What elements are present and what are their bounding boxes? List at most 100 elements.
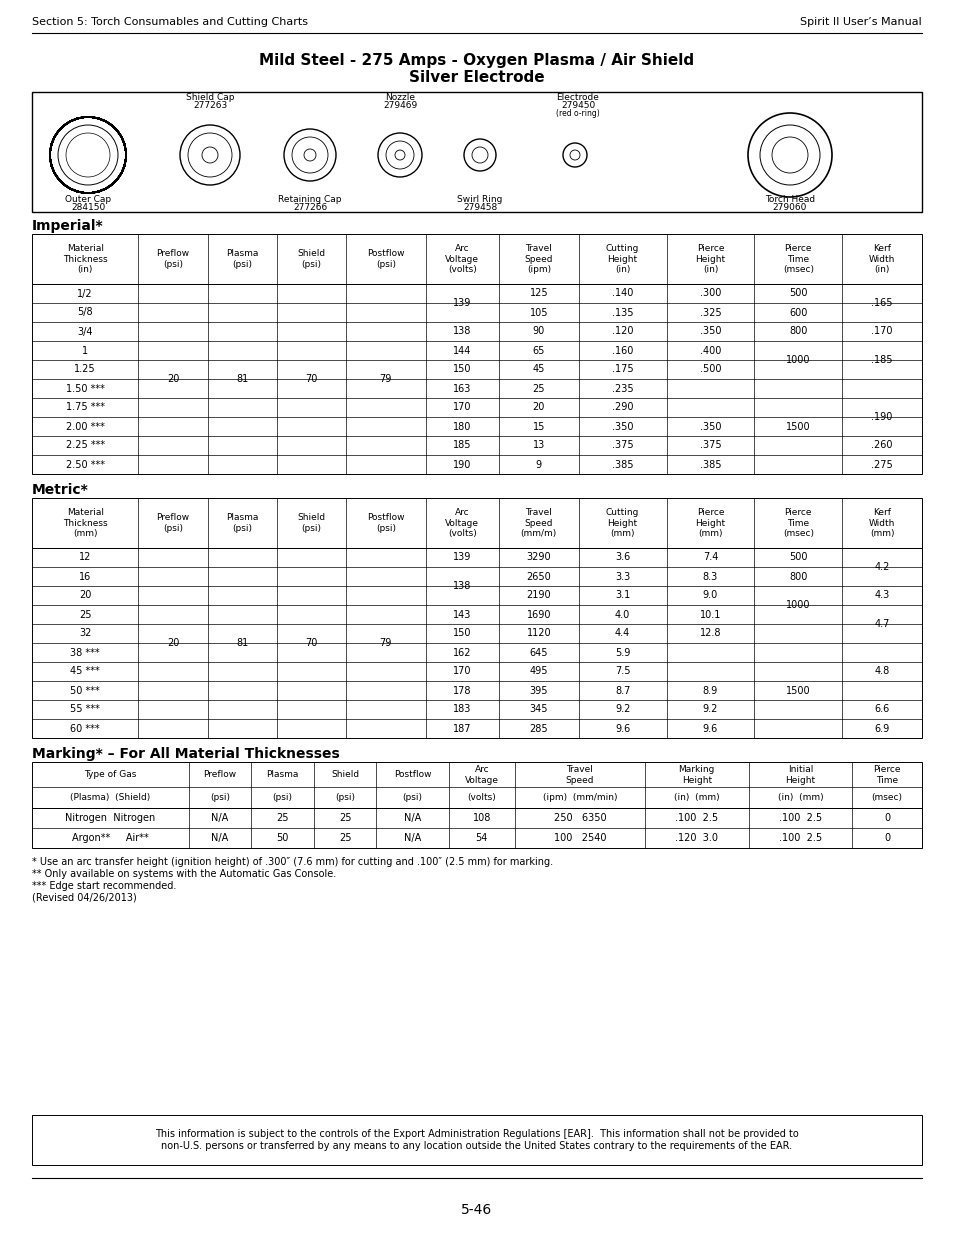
Text: (msec): (msec) bbox=[871, 793, 902, 803]
Text: Initial
Height: Initial Height bbox=[784, 766, 815, 784]
Text: 5.9: 5.9 bbox=[615, 647, 630, 657]
Text: Cutting
Height
(in): Cutting Height (in) bbox=[605, 245, 639, 274]
Text: .325: .325 bbox=[699, 308, 720, 317]
Text: 163: 163 bbox=[453, 384, 471, 394]
Text: 1.25: 1.25 bbox=[74, 364, 96, 374]
Text: 4.0: 4.0 bbox=[615, 610, 630, 620]
Text: 185: 185 bbox=[453, 441, 471, 451]
Text: 9.6: 9.6 bbox=[615, 724, 630, 734]
Text: 8.3: 8.3 bbox=[702, 572, 718, 582]
Text: 277266: 277266 bbox=[293, 204, 327, 212]
Text: 279458: 279458 bbox=[462, 204, 497, 212]
Text: 495: 495 bbox=[529, 667, 548, 677]
Text: Shield
(psi): Shield (psi) bbox=[297, 514, 325, 532]
Text: 1500: 1500 bbox=[785, 421, 810, 431]
Text: 4.2: 4.2 bbox=[874, 562, 889, 572]
Text: (volts): (volts) bbox=[467, 793, 496, 803]
Text: 13: 13 bbox=[532, 441, 544, 451]
Text: 25: 25 bbox=[276, 813, 289, 823]
Text: 4.3: 4.3 bbox=[874, 590, 889, 600]
Text: 138: 138 bbox=[453, 580, 471, 592]
Text: 4.8: 4.8 bbox=[874, 667, 889, 677]
Bar bbox=[32, 498, 921, 548]
Text: 5-46: 5-46 bbox=[461, 1203, 492, 1216]
Text: 100   2540: 100 2540 bbox=[553, 832, 605, 844]
Text: 3.1: 3.1 bbox=[615, 590, 630, 600]
Text: Pierce
Time
(msec): Pierce Time (msec) bbox=[782, 245, 813, 274]
Text: 162: 162 bbox=[453, 647, 471, 657]
Text: Arc
Voltage
(volts): Arc Voltage (volts) bbox=[445, 508, 478, 538]
Text: .160: .160 bbox=[611, 346, 633, 356]
Text: 81: 81 bbox=[235, 638, 248, 648]
Text: 645: 645 bbox=[529, 647, 548, 657]
Bar bbox=[32, 762, 921, 808]
Text: .375: .375 bbox=[699, 441, 720, 451]
Text: 15: 15 bbox=[532, 421, 544, 431]
Text: .185: .185 bbox=[870, 354, 892, 366]
Text: (in)  (mm): (in) (mm) bbox=[673, 793, 719, 803]
Text: Electrode: Electrode bbox=[556, 93, 598, 101]
Text: 12: 12 bbox=[79, 552, 91, 562]
Text: 600: 600 bbox=[788, 308, 806, 317]
Text: 2190: 2190 bbox=[526, 590, 551, 600]
Text: .400: .400 bbox=[700, 346, 720, 356]
Text: Shield: Shield bbox=[331, 771, 359, 779]
Text: 500: 500 bbox=[788, 552, 806, 562]
Text: Plasma: Plasma bbox=[266, 771, 298, 779]
Text: 45 ***: 45 *** bbox=[71, 667, 100, 677]
Text: .100  2.5: .100 2.5 bbox=[778, 832, 821, 844]
Text: .135: .135 bbox=[611, 308, 633, 317]
Text: Preflow
(psi): Preflow (psi) bbox=[156, 514, 190, 532]
Text: 2.50 ***: 2.50 *** bbox=[66, 459, 105, 469]
Text: 284150: 284150 bbox=[71, 204, 105, 212]
Text: Shield Cap: Shield Cap bbox=[186, 93, 234, 101]
Text: .385: .385 bbox=[699, 459, 720, 469]
Bar bbox=[32, 91, 921, 212]
Text: 4.7: 4.7 bbox=[874, 619, 889, 629]
Text: .190: .190 bbox=[870, 412, 892, 422]
Text: 9.2: 9.2 bbox=[702, 704, 718, 715]
Text: Arc
Voltage: Arc Voltage bbox=[464, 766, 498, 784]
Text: (ipm)  (mm/min): (ipm) (mm/min) bbox=[542, 793, 617, 803]
Text: 800: 800 bbox=[788, 572, 806, 582]
Text: .350: .350 bbox=[611, 421, 633, 431]
Text: 54: 54 bbox=[476, 832, 488, 844]
Text: N/A: N/A bbox=[211, 813, 229, 823]
Text: Type of Gas: Type of Gas bbox=[84, 771, 136, 779]
Text: 1/2: 1/2 bbox=[77, 289, 93, 299]
Text: N/A: N/A bbox=[211, 832, 229, 844]
Text: .385: .385 bbox=[611, 459, 633, 469]
Text: 20: 20 bbox=[79, 590, 91, 600]
Text: .300: .300 bbox=[700, 289, 720, 299]
Text: 2.00 ***: 2.00 *** bbox=[66, 421, 105, 431]
Text: .120: .120 bbox=[611, 326, 633, 336]
Text: 180: 180 bbox=[453, 421, 471, 431]
Text: Pierce
Time: Pierce Time bbox=[872, 766, 900, 784]
Text: 4.4: 4.4 bbox=[615, 629, 630, 638]
Text: 10.1: 10.1 bbox=[700, 610, 720, 620]
Text: 139: 139 bbox=[453, 298, 471, 308]
Text: 279060: 279060 bbox=[772, 204, 806, 212]
Text: Pierce
Time
(msec): Pierce Time (msec) bbox=[782, 508, 813, 538]
Text: 279450: 279450 bbox=[560, 101, 595, 110]
Text: .275: .275 bbox=[870, 459, 892, 469]
Text: Outer Cap: Outer Cap bbox=[65, 195, 111, 205]
Text: Retaining Cap: Retaining Cap bbox=[278, 195, 341, 205]
Text: 3/4: 3/4 bbox=[77, 326, 92, 336]
Text: 7.4: 7.4 bbox=[702, 552, 718, 562]
Text: .100  2.5: .100 2.5 bbox=[675, 813, 718, 823]
Text: 38 ***: 38 *** bbox=[71, 647, 100, 657]
Text: 8.9: 8.9 bbox=[702, 685, 718, 695]
Text: Preflow: Preflow bbox=[203, 771, 236, 779]
Text: Pierce
Height
(in): Pierce Height (in) bbox=[695, 245, 725, 274]
Text: 20: 20 bbox=[167, 638, 179, 648]
Text: 20: 20 bbox=[167, 374, 179, 384]
Text: 1000: 1000 bbox=[785, 354, 810, 366]
Text: 55 ***: 55 *** bbox=[71, 704, 100, 715]
Text: 150: 150 bbox=[453, 629, 471, 638]
Text: 8.7: 8.7 bbox=[615, 685, 630, 695]
Text: 183: 183 bbox=[453, 704, 471, 715]
Text: 3.6: 3.6 bbox=[615, 552, 630, 562]
Text: 2650: 2650 bbox=[526, 572, 551, 582]
Text: (psi): (psi) bbox=[273, 793, 293, 803]
